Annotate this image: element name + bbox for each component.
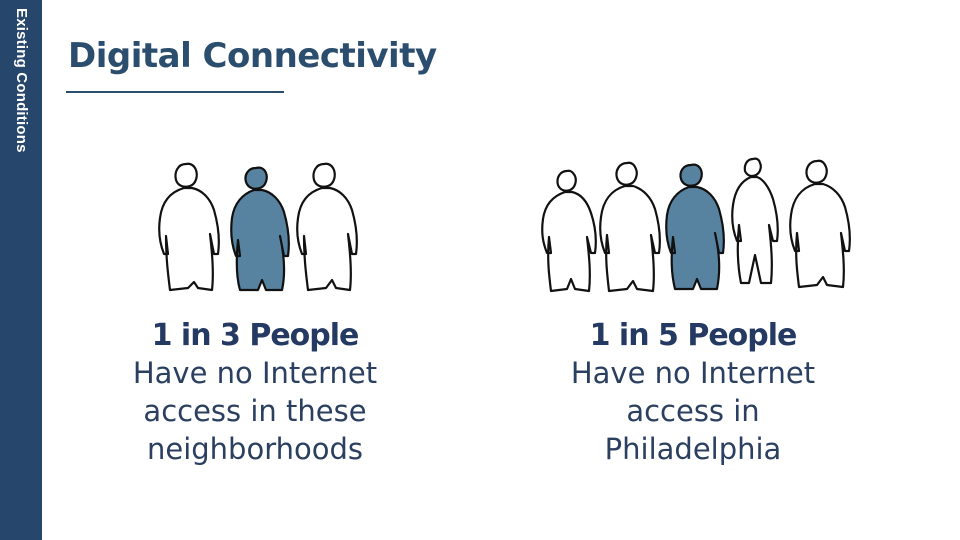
people-group-1-in-3 <box>158 162 358 292</box>
person-figure <box>158 162 220 292</box>
person-figure-highlighted <box>665 163 725 291</box>
person-figure <box>599 161 661 293</box>
sidebar: Existing Conditions <box>0 0 42 540</box>
stat-headline: 1 in 5 People <box>589 318 798 353</box>
people-group-1-in-5 <box>541 157 851 293</box>
sidebar-label: Existing Conditions <box>13 8 30 153</box>
person-figure <box>541 169 597 293</box>
stat-block-philadelphia: 1 in 5 People Have no Internet access in… <box>533 318 853 468</box>
person-figure <box>731 157 779 285</box>
stat-block-neighborhoods: 1 in 3 People Have no Internet access in… <box>95 318 415 468</box>
stat-description-line: neighborhoods <box>146 432 363 466</box>
page-title: Digital Connectivity <box>68 36 437 76</box>
stat-description-line: Have no Internet <box>132 356 378 390</box>
stat-headline: 1 in 3 People <box>151 318 360 353</box>
stat-description-line: Philadelphia <box>604 432 782 466</box>
stat-description-line: Have no Internet <box>570 356 816 390</box>
person-figure-highlighted <box>230 166 290 292</box>
person-figure <box>789 159 851 289</box>
stat-description-line: access in these <box>143 394 367 428</box>
title-underline <box>66 91 284 93</box>
person-figure <box>296 162 358 292</box>
stat-description-line: access in <box>626 394 760 428</box>
